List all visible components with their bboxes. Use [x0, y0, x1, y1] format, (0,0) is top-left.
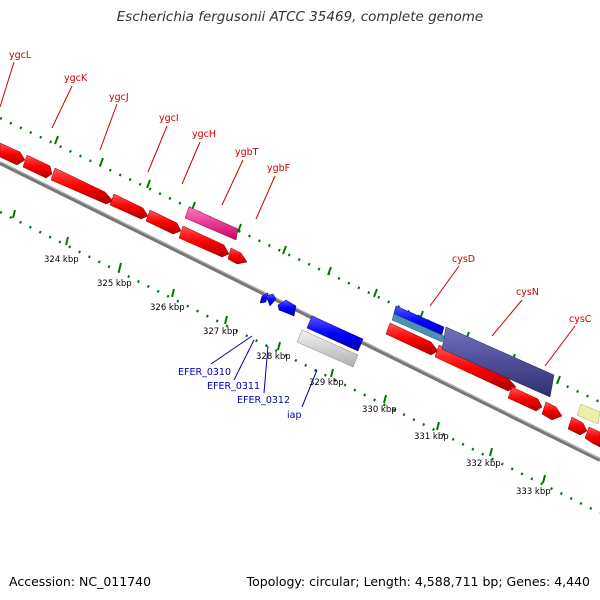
kbp-labels: 324 kbp 325 kbp 326 kbp 327 kbp 328 kbp … — [44, 255, 551, 497]
gene-right-1[interactable] — [567, 416, 588, 436]
kbp-label-325: 325 kbp — [97, 279, 132, 289]
gene-cysC-next[interactable] — [541, 401, 563, 421]
kbp-label-329: 329 kbp — [309, 378, 344, 388]
label-EFER-0312: EFER_0312 — [237, 395, 290, 406]
bottom-label-leaders — [210, 335, 318, 408]
gene-ygbF[interactable] — [227, 247, 248, 265]
inner-major-ticks — [12, 209, 546, 484]
gene-cysD-teal[interactable] — [391, 313, 445, 343]
gene-EFER-0310[interactable] — [259, 292, 269, 304]
gene-ygcL[interactable] — [0, 142, 26, 166]
gene-ygcK[interactable] — [22, 154, 53, 179]
label-ygcH: ygcH — [192, 129, 216, 140]
accession-text: Accession: NC_011740 — [9, 574, 152, 589]
genome-stats-text: Topology: circular; Length: 4,588,711 bp… — [246, 574, 590, 589]
inner-tick-ring — [0, 210, 600, 515]
kbp-label-326: 326 kbp — [150, 303, 185, 313]
kbp-label-324: 324 kbp — [44, 255, 79, 265]
label-ygcL: ygcL — [9, 50, 32, 61]
gene-grey[interactable] — [296, 329, 359, 368]
gene-yellow[interactable] — [576, 403, 600, 425]
kbp-label-333: 333 kbp — [516, 487, 551, 497]
gene-ygbT[interactable] — [178, 225, 230, 258]
label-ygcJ: ygcJ — [109, 92, 129, 103]
label-ygbF: ygbF — [267, 163, 290, 174]
label-ygcI: ygcI — [159, 113, 179, 124]
label-EFER-0310: EFER_0310 — [178, 367, 231, 378]
gene-right-2[interactable] — [584, 426, 600, 448]
gene-EFER-0312[interactable] — [277, 299, 297, 317]
label-EFER-0311: EFER_0311 — [207, 381, 260, 392]
label-cysD: cysD — [452, 254, 475, 265]
label-ygcK: ygcK — [64, 73, 88, 84]
kbp-label-330: 330 kbp — [362, 405, 397, 415]
label-cysN: cysN — [516, 287, 539, 298]
gene-ygcI[interactable] — [109, 193, 149, 220]
reverse-genes — [259, 292, 364, 368]
map-title: Escherichia fergusonii ATCC 35469, compl… — [116, 9, 484, 25]
gene-cysC[interactable] — [507, 386, 543, 412]
gene-cysN-purple[interactable] — [441, 326, 555, 398]
gene-ygcH[interactable] — [145, 209, 182, 235]
gene-ygcJ[interactable] — [50, 167, 114, 205]
gene-EFER-0311[interactable] — [265, 293, 277, 307]
label-iap: iap — [287, 410, 302, 421]
top-gene-labels: ygcL ygcK ygcJ ygcI ygcH ygbT ygbF cysD … — [9, 50, 592, 325]
forward-genes-outer — [184, 206, 600, 425]
forward-genes — [0, 142, 600, 448]
top-label-leaders — [0, 61, 576, 367]
bottom-gene-labels: EFER_0310 EFER_0311 EFER_0312 iap — [178, 367, 302, 421]
kbp-label-327: 327 kbp — [203, 327, 238, 337]
kbp-label-332: 332 kbp — [466, 459, 501, 469]
gene-cysD[interactable] — [385, 322, 439, 356]
gene-pink[interactable] — [184, 206, 239, 241]
genome-backbone — [0, 161, 600, 462]
kbp-label-331: 331 kbp — [414, 432, 449, 442]
label-cysC: cysC — [569, 314, 592, 325]
kbp-label-328: 328 kbp — [256, 352, 291, 362]
gene-iap[interactable] — [306, 315, 364, 352]
label-ygbT: ygbT — [235, 147, 259, 158]
